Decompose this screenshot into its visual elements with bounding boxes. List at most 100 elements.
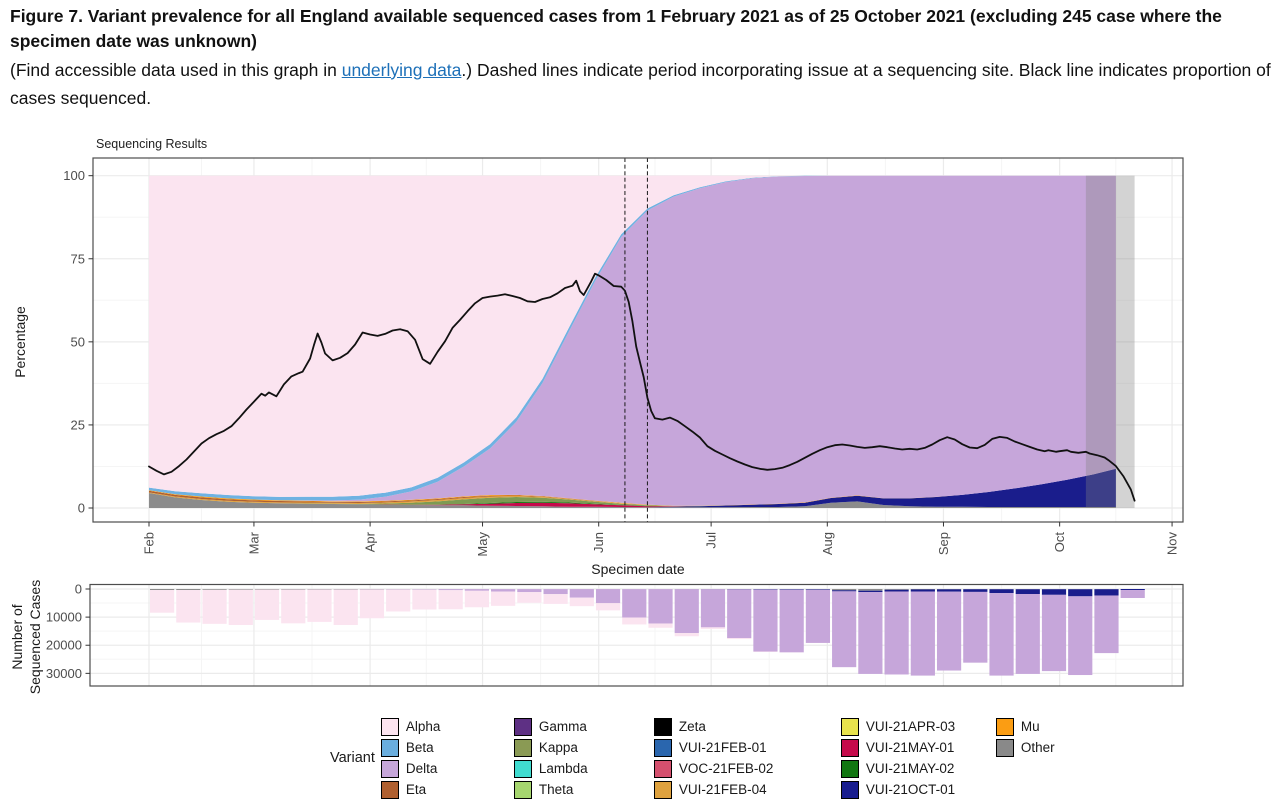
legend-swatch-other — [995, 738, 1014, 757]
legend-swatch-mu — [995, 717, 1014, 736]
bar-seg-vui-21oct-01 — [1120, 589, 1145, 591]
legend-swatch-eta — [380, 780, 399, 799]
legend-label: Mu — [1020, 719, 1040, 734]
svg-text:Jun: Jun — [591, 532, 606, 553]
bar-seg-vui-21oct-01 — [963, 589, 988, 592]
bar-seg-alpha — [176, 590, 201, 623]
legend-swatch-zeta — [653, 717, 672, 736]
weekly-sequenced-bars — [150, 589, 1145, 676]
legend-item-gamma: Gamma — [513, 716, 654, 737]
legend-label: VUI-21MAY-01 — [865, 740, 955, 755]
legend-label: VUI-21FEB-01 — [678, 740, 767, 755]
bar-y-axis-label-line1: Number of — [9, 604, 25, 669]
main-panel-border — [92, 157, 1184, 523]
legend-item-vui-21feb-01: VUI-21FEB-01 — [653, 737, 841, 758]
bar-seg-alpha — [491, 591, 516, 606]
bar-seg-alpha — [517, 592, 542, 603]
bar-seg-other — [884, 589, 909, 590]
svg-text:Feb: Feb — [142, 532, 157, 554]
legend-column-1: Alpha Beta Delta Eta — [380, 716, 514, 800]
legend-label: Alpha — [405, 719, 441, 734]
bar-panel-border — [89, 583, 1184, 687]
legend-label: VOC-21FEB-02 — [678, 761, 774, 776]
bar-seg-delta — [569, 589, 594, 598]
bar-seg-alpha — [543, 594, 568, 604]
svg-text:Jul: Jul — [704, 532, 719, 549]
svg-text:10000: 10000 — [46, 610, 82, 625]
main-y-axis-label: Percentage — [12, 306, 28, 378]
bar-seg-delta — [412, 589, 437, 590]
bar-seg-alpha — [464, 590, 489, 608]
legend-label: VUI-21APR-03 — [865, 719, 956, 734]
svg-text:20000: 20000 — [46, 638, 82, 653]
underlying-data-link[interactable]: underlying data — [341, 59, 462, 80]
legend-swatch-lambda — [513, 759, 532, 778]
bar-seg-delta — [989, 593, 1014, 676]
bar-seg-delta — [832, 591, 857, 668]
legend-swatch-vui-21may-02 — [840, 759, 859, 778]
bar-seg-vui-21oct-01 — [1094, 589, 1119, 596]
recent-data-shade-band — [1085, 175, 1135, 508]
legend-label: Delta — [405, 761, 438, 776]
svg-text:100: 100 — [63, 168, 85, 183]
bar-seg-delta — [727, 589, 752, 639]
svg-text:Apr: Apr — [363, 531, 378, 552]
bar-seg-other — [858, 589, 883, 591]
bar-seg-delta — [779, 589, 804, 653]
legend-swatch-gamma — [513, 717, 532, 736]
legend-item-vui-21may-01: VUI-21MAY-01 — [840, 737, 996, 758]
bar-seg-alpha — [254, 589, 280, 620]
legend-label: Theta — [538, 782, 574, 797]
legend-swatch-vui-21apr-03 — [840, 717, 859, 736]
bar-seg-alpha — [622, 617, 647, 625]
bar-seg-alpha — [727, 638, 752, 640]
bar-seg-vui-21oct-01 — [805, 589, 831, 590]
bar-y-axis: 0 10000 20000 30000 — [46, 582, 90, 681]
legend-column-3: Zeta VUI-21FEB-01 VOC-21FEB-02 VUI-21FEB-04 — [653, 716, 841, 800]
figure-header: Figure 7. Variant prevalence for all Eng… — [10, 4, 1274, 114]
legend-label: Eta — [405, 782, 427, 797]
svg-text:Mar: Mar — [246, 531, 261, 554]
legend-item-lambda: Lambda — [513, 758, 654, 779]
legend-label: VUI-21MAY-02 — [865, 761, 955, 776]
area-alpha — [149, 175, 1116, 497]
legend-swatch-delta — [380, 759, 399, 778]
svg-text:Nov: Nov — [1165, 532, 1180, 556]
bar-seg-alpha — [700, 627, 726, 629]
main-chart-title: Sequencing Results — [96, 137, 207, 151]
bar-seg-alpha — [281, 589, 306, 624]
bar-seg-delta — [543, 589, 568, 595]
main-x-axis: Feb Mar Apr May Jun Jul Aug Sep Oct Nov — [142, 522, 1180, 557]
bar-seg-delta — [1068, 596, 1093, 676]
legend-swatch-vui-21feb-04 — [653, 780, 672, 799]
bar-seg-delta — [753, 589, 778, 652]
svg-text:25: 25 — [71, 417, 85, 432]
legend-item-kappa: Kappa — [513, 737, 654, 758]
bar-seg-delta — [674, 589, 699, 634]
subtitle-pre: (Find accessible data used in this graph… — [10, 59, 342, 80]
variant-legend: Variant Alpha Beta Delta Eta Gamma Kappa Lambd… — [330, 716, 1086, 800]
bar-y-axis-label-line2: Sequenced Cases — [27, 580, 43, 694]
bar-seg-alpha — [202, 589, 227, 624]
bar-seg-alpha — [359, 589, 385, 619]
bar-seg-alpha — [674, 633, 699, 637]
bar-seg-delta — [648, 589, 673, 624]
legend-label: VUI-21FEB-04 — [678, 782, 767, 797]
bar-seg-delta — [1015, 594, 1040, 674]
bar-seg-other — [150, 589, 175, 591]
legend-swatch-vui-21may-01 — [840, 738, 859, 757]
bar-seg-delta — [805, 589, 831, 643]
svg-text:0: 0 — [78, 501, 85, 516]
legend-item-voc-21feb-02: VOC-21FEB-02 — [653, 758, 841, 779]
bar-seg-delta — [595, 589, 621, 604]
area-other — [149, 493, 1116, 508]
legend-label: VUI-21OCT-01 — [865, 782, 956, 797]
legend-item-vui-21oct-01: VUI-21OCT-01 — [840, 779, 996, 800]
svg-text:May: May — [475, 532, 490, 557]
legend-column-5: Mu Other — [995, 716, 1086, 758]
bar-seg-vui-21oct-01 — [936, 589, 962, 592]
legend-swatch-voc-21feb-02 — [653, 759, 672, 778]
legend-swatch-beta — [380, 738, 399, 757]
legend-column-4: VUI-21APR-03 VUI-21MAY-01 VUI-21MAY-02 VUI-… — [840, 716, 996, 800]
